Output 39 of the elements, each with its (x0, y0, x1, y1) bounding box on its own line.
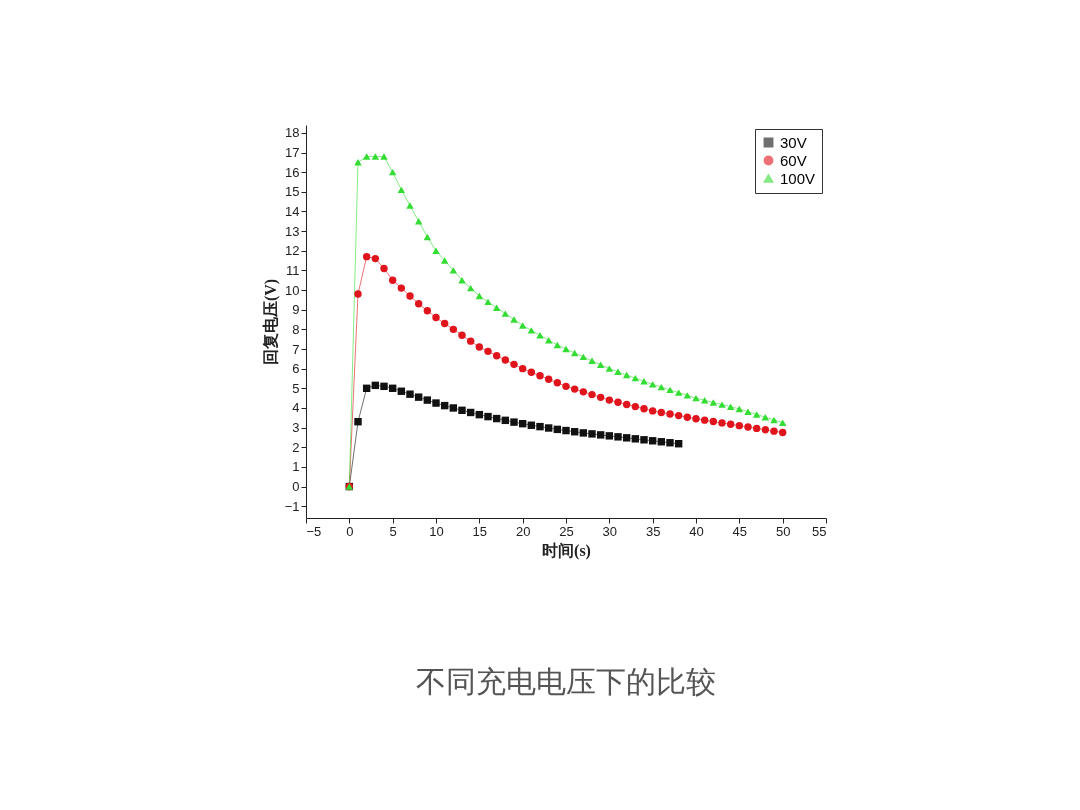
x-tick-label: 30 (602, 523, 618, 539)
y-axis-title: 回复电压(V) (261, 278, 280, 366)
x-tick-label: 20 (515, 523, 531, 539)
x-tick-label: 45 (732, 523, 748, 539)
y-tick-label: 17 (285, 145, 300, 161)
x-tick-label: −5 (306, 523, 322, 539)
x-tick-label: 50 (775, 523, 791, 539)
x-tick-label: 25 (559, 523, 574, 539)
y-tick-label: 12 (285, 243, 300, 259)
y-tick-label: 10 (285, 282, 300, 298)
x-tick-label: 35 (645, 523, 661, 539)
y-tick-label: 7 (292, 341, 300, 357)
y-tick-label: 2 (292, 439, 300, 455)
x-tick-label: 15 (472, 523, 488, 539)
y-tick-label: 1 (292, 459, 300, 475)
x-tick-label: 0 (346, 523, 354, 539)
y-tick-label: 13 (285, 223, 300, 239)
x-tick-label: 10 (429, 523, 444, 539)
y-tick-label: 18 (285, 125, 300, 141)
legend-label: 60V (780, 151, 807, 169)
y-tick-label: 15 (285, 184, 300, 200)
y-tick-label: 11 (286, 262, 300, 278)
legend-label: 30V (780, 133, 807, 151)
y-tick-label: 9 (292, 302, 300, 318)
y-tick-label: 16 (285, 164, 300, 180)
y-tick-label: 8 (292, 321, 300, 337)
x-tick-label: 40 (689, 523, 704, 539)
y-tick-label: 6 (292, 361, 300, 377)
y-tick-label: 4 (292, 400, 300, 416)
text: 不同充电电压下的比较 (416, 665, 716, 698)
y-tick-label: 3 (292, 420, 300, 436)
x-tick-label: 55 (812, 523, 827, 539)
y-tick-label: 5 (292, 380, 300, 396)
y-tick-label: 14 (285, 203, 300, 219)
x-axis-title: 时间(s) (542, 541, 591, 560)
y-tick-label: −1 (284, 498, 300, 514)
y-tick-label: 0 (292, 479, 300, 495)
x-tick-label: 5 (389, 523, 397, 539)
legend-label: 100V (780, 169, 816, 187)
